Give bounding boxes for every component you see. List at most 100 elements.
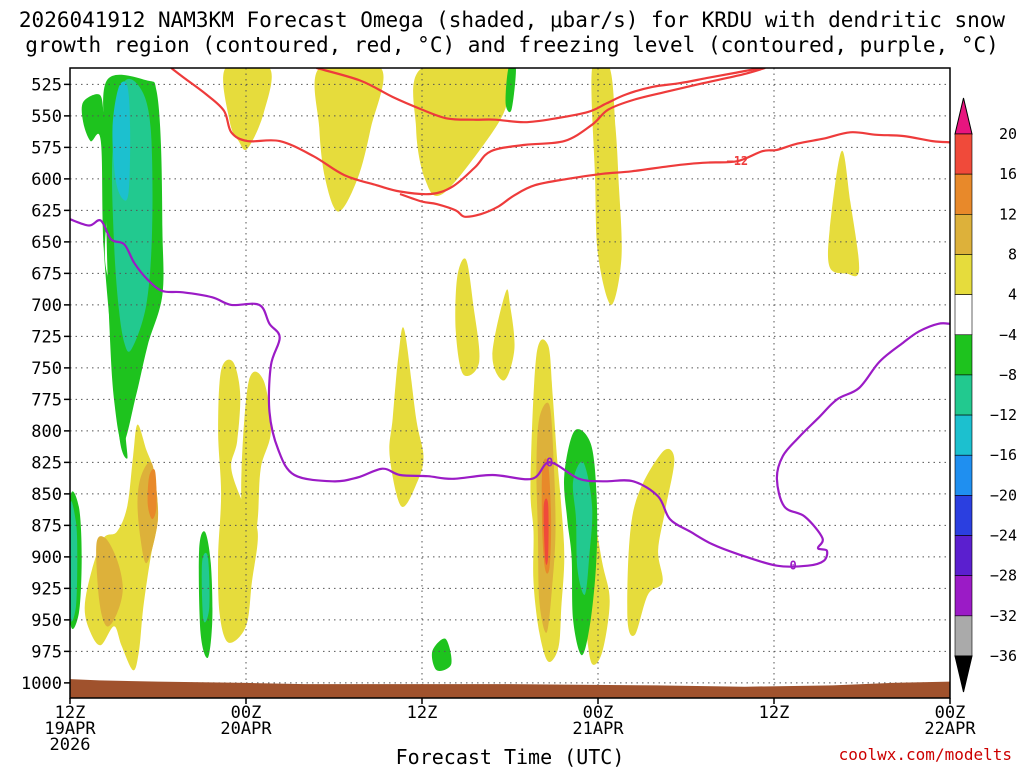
x-tick-label: 2026: [50, 735, 91, 755]
contour-dgz-lower-visible: [316, 68, 761, 124]
y-tick-label: 875: [31, 516, 62, 536]
y-tick-label: 900: [31, 548, 62, 568]
y-tick-label: 825: [31, 453, 62, 473]
colorbar-top-arrow: [954, 97, 973, 135]
omega-region-rising-plume-lower-right-core: [572, 461, 593, 595]
colorbar-bin: [954, 214, 973, 255]
omega-region-sinking-core-lower-left: [96, 536, 123, 627]
colorbar-label: 20: [999, 125, 1017, 143]
colorbar-bottom-arrow: [954, 655, 973, 693]
y-tick-label: 575: [31, 138, 62, 158]
pressure-axis: 525 550 575 600 625 650 675 700 725 750 775 800 825 8…: [21, 75, 70, 694]
contour-dgz-upper: [170, 68, 766, 196]
colorbar-label: −32: [990, 607, 1017, 625]
omega-region-sinking-blob-mid-left: [455, 258, 480, 377]
colorbar: 20 16 12 8 4 −4 −8 −12 −16 −20 −24 −28 −32 −36: [954, 97, 1017, 693]
y-tick-label: 850: [31, 485, 62, 505]
omega-region-rising-blob-center-low-core: [201, 552, 210, 623]
omega-region-sinking-sliver-far-right: [827, 150, 860, 277]
x-tick-label: 00Z: [935, 703, 966, 723]
terrain-surface: [70, 679, 950, 698]
x-tick-label: 12Z: [759, 703, 790, 723]
x-tick-label: 12Z: [407, 703, 438, 723]
omega-region-sinking-plume-right-edge: [627, 448, 675, 636]
y-tick-label: 600: [31, 170, 62, 190]
y-tick-label: 925: [31, 579, 62, 599]
y-tick-label: 775: [31, 390, 62, 410]
omega-region-sinking-plume-center: [241, 371, 271, 558]
omega-region-rising-sliver-top: [505, 68, 516, 113]
colorbar-label: −24: [990, 527, 1017, 545]
contour-label-dgz: −12: [726, 154, 748, 168]
colorbar-bin: [954, 575, 973, 617]
y-tick-label: 950: [31, 611, 62, 631]
colorbar-bin: [954, 173, 973, 215]
y-tick-label: 1000: [21, 674, 62, 694]
x-tick-label: 22APR: [924, 719, 976, 739]
x-tick-label: 00Z: [583, 703, 614, 723]
plot-area: −12 0 0: [70, 68, 950, 698]
y-tick-label: 525: [31, 75, 62, 95]
x-tick-label: 20APR: [220, 719, 272, 739]
colorbar-label: 12: [999, 205, 1017, 223]
plot-frame: [69, 67, 951, 699]
omega-region-sinking-blob-top-left: [413, 68, 515, 196]
colorbar-label: −4: [999, 326, 1017, 344]
chart-title-line2: growth region (contoured, red, °C) and f…: [25, 33, 999, 57]
omega-region-rising-blob-lower-left-core: [70, 501, 78, 622]
colorbar-bin: [954, 334, 973, 376]
omega-region-sinking-plume-center-left: [218, 359, 258, 643]
colorbar-bin: [954, 374, 973, 416]
x-tick-label: 12Z: [55, 703, 86, 723]
colorbar-label: −12: [990, 406, 1017, 424]
omega-region-sinking-column-top-center: [223, 68, 272, 151]
chart-title-line1: 2026041912 NAM3KM Forecast Omega (shaded…: [19, 8, 1006, 32]
omega-region-rising-blob-small: [431, 638, 452, 671]
omega-region-sinking-blob-right-mid: [492, 289, 515, 381]
contour-label-freezing-2: 0: [789, 559, 796, 573]
colorbar-bin: [954, 454, 973, 496]
y-tick-label: 800: [31, 422, 62, 442]
colorbar-bin: [954, 414, 973, 456]
omega-region-upward-motion-core-strong: [112, 81, 131, 201]
x-tick-label: 21APR: [572, 719, 624, 739]
omega-region-sinking-column-top-right: [314, 68, 384, 212]
colorbar-bin: [954, 495, 973, 536]
colorbar-bin: [954, 254, 973, 295]
plot-background: [70, 68, 950, 698]
omega-shading: [70, 68, 860, 671]
y-tick-label: 650: [31, 233, 62, 253]
colorbar-label: 4: [1008, 286, 1017, 304]
y-tick-label: 550: [31, 107, 62, 127]
colorbar-bin: [954, 294, 973, 336]
contour-dgz-cold-right: [399, 131, 950, 218]
colorbar-bin: [954, 615, 973, 657]
y-tick-label: 750: [31, 359, 62, 379]
y-tick-label: 625: [31, 201, 62, 221]
x-axis-label: Forecast Time (UTC): [396, 745, 625, 768]
colorbar-bin: [954, 133, 973, 175]
credit-text: coolwx.com/modelts: [839, 745, 1012, 764]
y-tick-label: 675: [31, 264, 62, 284]
y-tick-label: 725: [31, 327, 62, 347]
contour-freezing-level: [70, 218, 950, 568]
colorbar-label: −28: [990, 567, 1017, 585]
x-tick-label: 19APR: [44, 719, 96, 739]
omega-region-sinking-peak-right-plume: [543, 498, 549, 565]
x-tick-label: 00Z: [231, 703, 262, 723]
colorbar-label: −8: [999, 366, 1017, 384]
omega-region-sinking-column-right-vertical: [591, 68, 622, 305]
colorbar-label: −16: [990, 446, 1017, 464]
colorbar-label: 8: [1008, 245, 1017, 263]
colorbar-label: −36: [990, 647, 1017, 665]
colorbar-bin: [954, 535, 973, 576]
y-tick-label: 700: [31, 296, 62, 316]
contour-label-freezing-1: 0: [546, 455, 553, 469]
omega-region-sinking-max-left-plume: [147, 469, 157, 520]
colorbar-label: 16: [999, 165, 1017, 183]
y-tick-label: 975: [31, 642, 62, 662]
colorbar-label: −20: [990, 486, 1017, 504]
omega-region-sinking-blob-lower-left-band: [389, 327, 424, 508]
